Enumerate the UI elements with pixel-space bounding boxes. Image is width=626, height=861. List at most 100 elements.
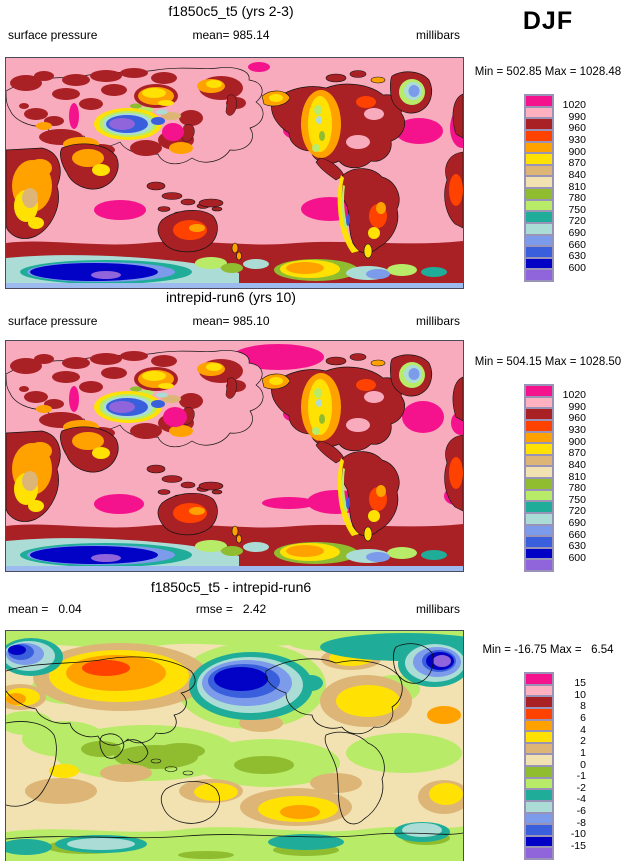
colorbar-tick-label: 870 bbox=[568, 157, 586, 170]
panel2-legend: Min = 504.15 Max = 1028.50 1020 990 960 930… bbox=[470, 356, 626, 572]
panel2-title: intrepid-run6 (yrs 10) bbox=[166, 289, 296, 305]
colorbar-cell bbox=[525, 211, 553, 223]
panel3-units-label: millibars bbox=[415, 602, 460, 616]
colorbar-cell bbox=[525, 847, 553, 859]
colorbar-tick-label: 4 bbox=[580, 723, 586, 736]
colorbar-tick-label: 780 bbox=[568, 192, 586, 205]
surface-pressure-map-case1 bbox=[5, 57, 464, 289]
colorbar-tick-label: -2 bbox=[576, 781, 586, 794]
colorbar-tick-label: 840 bbox=[568, 168, 586, 181]
colorbar-tick-label: 690 bbox=[568, 517, 586, 529]
colorbar-cell bbox=[525, 443, 553, 455]
colorbar-tick-label: 1020 bbox=[562, 99, 586, 112]
panel1-units-label: millibars bbox=[415, 28, 460, 42]
colorbar-cell bbox=[525, 419, 553, 432]
panel3-stats-row: mean = 0.04 rmse = 2.42 millibars bbox=[0, 602, 462, 617]
colorbar-cell bbox=[525, 234, 553, 247]
colorbar-tick-label: 10 bbox=[574, 688, 586, 701]
colorbar-cell bbox=[525, 257, 553, 270]
colorbar-cell bbox=[525, 512, 553, 525]
colorbar-cell bbox=[525, 396, 553, 409]
colorbar-cell bbox=[525, 800, 553, 813]
colorbar-tick-label: 1020 bbox=[562, 389, 586, 402]
panel3-rmse-stat: rmse = 2.42 bbox=[195, 602, 267, 616]
colorbar-tick-label: 630 bbox=[568, 540, 586, 553]
colorbar-tick-label: 900 bbox=[568, 145, 586, 158]
colorbar-cell bbox=[525, 824, 553, 836]
colorbar-cell bbox=[525, 176, 553, 188]
colorbar-tick-label: 870 bbox=[568, 447, 586, 460]
colorbar-cell bbox=[525, 547, 553, 560]
panel2-minmax-label: Min = 504.15 Max = 1028.50 bbox=[474, 356, 622, 368]
colorbar-cell bbox=[525, 118, 553, 130]
surface-pressure-map-case2 bbox=[5, 340, 464, 572]
colorbar-cell bbox=[525, 408, 553, 420]
colorbar-tick-label: 660 bbox=[568, 238, 586, 251]
colorbar-cell bbox=[525, 501, 553, 513]
colorbar-tick-label: 750 bbox=[568, 203, 586, 216]
colorbar-cell bbox=[525, 478, 553, 490]
difference-map bbox=[5, 630, 464, 861]
colorbar-cell bbox=[525, 222, 553, 235]
colorbar-tick-label: 600 bbox=[568, 551, 586, 564]
colorbar-tick-label: 990 bbox=[568, 110, 586, 123]
colorbar-cell bbox=[525, 95, 553, 107]
colorbar-tick-label: 6 bbox=[580, 712, 586, 724]
panel2-colorbar bbox=[524, 384, 554, 572]
panel2-stats-row: surface pressure mean= 985.10 millibars bbox=[0, 314, 462, 329]
colorbar-tick-label: -15 bbox=[570, 839, 586, 852]
colorbar-tick-label: 960 bbox=[568, 122, 586, 135]
colorbar-tick-label: 8 bbox=[580, 700, 586, 713]
colorbar-cell bbox=[525, 106, 553, 119]
colorbar-cell bbox=[525, 141, 553, 154]
colorbar-tick-label: -10 bbox=[570, 828, 586, 841]
colorbar-tick-label: -8 bbox=[576, 816, 586, 829]
colorbar-tick-label: 810 bbox=[568, 180, 586, 193]
colorbar-cell bbox=[525, 188, 553, 200]
colorbar-cell bbox=[525, 742, 553, 755]
colorbar-cell bbox=[525, 246, 553, 258]
panel1-mean-stat: mean= 985.14 bbox=[192, 28, 270, 42]
colorbar-tick-label: 660 bbox=[568, 528, 586, 541]
panel1-title: f1850c5_t5 (yrs 2-3) bbox=[168, 3, 294, 19]
colorbar-tick-label: 990 bbox=[568, 400, 586, 413]
colorbar-tick-label: 15 bbox=[574, 677, 586, 690]
colorbar-cell bbox=[525, 673, 553, 685]
colorbar-cell bbox=[525, 684, 553, 697]
colorbar-cell bbox=[525, 129, 553, 142]
colorbar-cell bbox=[525, 431, 553, 444]
colorbar-cell bbox=[525, 466, 553, 478]
panel3-mean-stat: mean = 0.04 bbox=[8, 602, 82, 616]
colorbar-cell bbox=[525, 696, 553, 708]
panel2-units-label: millibars bbox=[415, 314, 460, 328]
colorbar-cell bbox=[525, 754, 553, 766]
colorbar-tick-label: 780 bbox=[568, 482, 586, 495]
panel3-colorbar bbox=[524, 672, 554, 860]
colorbar-cell bbox=[525, 731, 553, 743]
colorbar-tick-label: 900 bbox=[568, 435, 586, 448]
panel1-variable-label: surface pressure bbox=[8, 28, 98, 42]
colorbar-tick-label: -1 bbox=[576, 770, 586, 783]
colorbar-cell bbox=[525, 385, 553, 397]
colorbar-tick-label: 0 bbox=[580, 758, 586, 771]
panel2-mean-stat: mean= 985.10 bbox=[192, 314, 270, 328]
colorbar-tick-label: 960 bbox=[568, 412, 586, 425]
colorbar-cell bbox=[525, 269, 553, 281]
colorbar-tick-label: 720 bbox=[568, 215, 586, 228]
colorbar-tick-label: 840 bbox=[568, 458, 586, 471]
colorbar-tick-label: 690 bbox=[568, 227, 586, 239]
season-label: DJF bbox=[522, 7, 574, 35]
colorbar-cell bbox=[525, 559, 553, 571]
colorbar-cell bbox=[525, 164, 553, 177]
colorbar-cell bbox=[525, 524, 553, 537]
colorbar-cell bbox=[525, 707, 553, 720]
colorbar-tick-label: 630 bbox=[568, 250, 586, 263]
colorbar-cell bbox=[525, 835, 553, 848]
colorbar-cell bbox=[525, 454, 553, 467]
colorbar-tick-label: -6 bbox=[576, 805, 586, 817]
colorbar-tick-label: 720 bbox=[568, 505, 586, 518]
colorbar-tick-label: 750 bbox=[568, 493, 586, 506]
panel1-stats-row: surface pressure mean= 985.14 millibars bbox=[0, 28, 462, 43]
colorbar-tick-label: -4 bbox=[576, 793, 586, 806]
